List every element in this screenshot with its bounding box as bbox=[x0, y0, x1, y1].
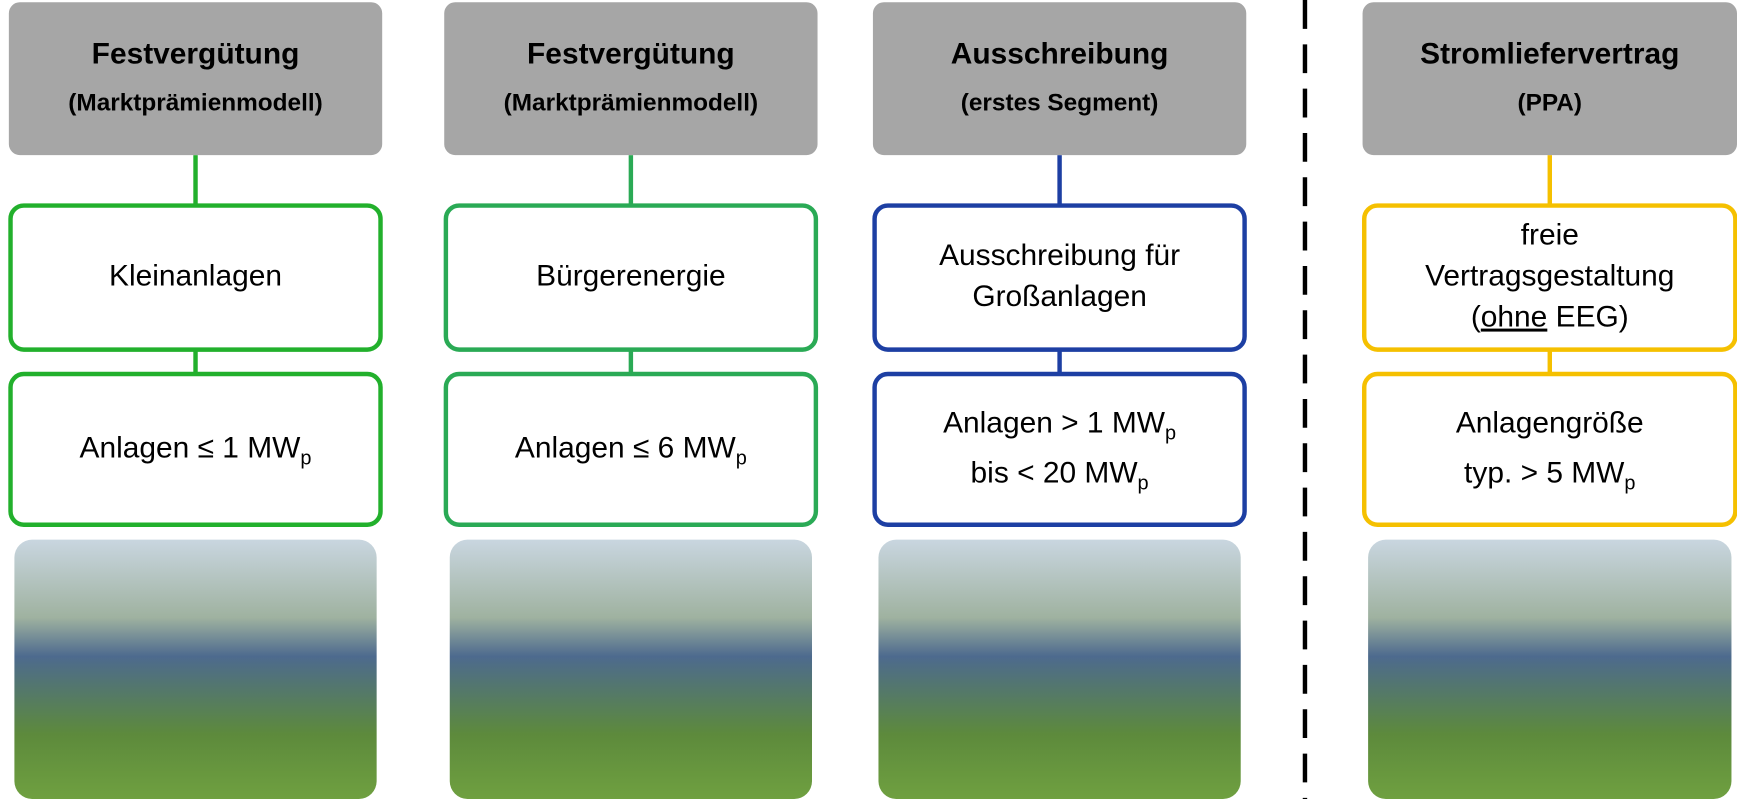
text-part: p bbox=[1138, 473, 1149, 495]
header-title: Festvergütung bbox=[92, 37, 300, 70]
box-text: Anlagen > 1 MWp bbox=[943, 406, 1176, 444]
box-text: bis < 20 MWp bbox=[971, 456, 1149, 494]
text-part: ( bbox=[1471, 301, 1481, 334]
header-subtitle: (Marktprämienmodell) bbox=[504, 90, 758, 117]
photo bbox=[14, 539, 377, 799]
text-part: p bbox=[736, 448, 747, 470]
box bbox=[8, 203, 383, 352]
box-text: Anlagen ≤ 6 MWp bbox=[515, 431, 747, 469]
text-part: Anlagen ≤ 1 MW bbox=[80, 431, 302, 464]
box-text: Anlagengröße bbox=[1456, 406, 1644, 439]
box-text: Bürgerenergie bbox=[536, 260, 725, 293]
box bbox=[8, 371, 383, 527]
photo bbox=[1368, 539, 1732, 799]
text-part: Ausschreibung für bbox=[939, 239, 1180, 272]
header bbox=[8, 2, 383, 156]
box bbox=[872, 371, 1247, 527]
text-part: typ. > 5 MW bbox=[1464, 456, 1625, 489]
text-part: p bbox=[1624, 473, 1635, 495]
box bbox=[872, 203, 1247, 352]
text-part: Bürgerenergie bbox=[536, 260, 725, 293]
text-part: freie bbox=[1521, 219, 1579, 252]
box-text: Großanlagen bbox=[972, 280, 1147, 313]
header-title: Stromliefervertrag bbox=[1420, 37, 1679, 70]
header-title: Festvergütung bbox=[527, 37, 735, 70]
box bbox=[443, 203, 819, 352]
box bbox=[1362, 371, 1737, 527]
text-part: p bbox=[1165, 423, 1176, 445]
text-part: Großanlagen bbox=[972, 280, 1147, 313]
header-subtitle: (PPA) bbox=[1518, 90, 1583, 117]
header bbox=[444, 2, 818, 156]
text-part: Anlagen ≤ 6 MW bbox=[515, 431, 737, 464]
text-part: EEG) bbox=[1547, 301, 1628, 334]
header bbox=[872, 2, 1247, 156]
text-part: p bbox=[300, 448, 311, 470]
box bbox=[1362, 203, 1737, 352]
text-part: bis < 20 MW bbox=[971, 456, 1139, 489]
text-part: Anlagen > 1 MW bbox=[943, 406, 1166, 439]
box-text: Ausschreibung für bbox=[939, 239, 1180, 272]
box-text: Vertragsgestaltung bbox=[1425, 260, 1674, 293]
header bbox=[1362, 2, 1737, 156]
text-part: ohne bbox=[1481, 301, 1548, 334]
box-text: typ. > 5 MWp bbox=[1464, 456, 1635, 494]
header-subtitle: (Marktprämienmodell) bbox=[68, 90, 322, 117]
text-part: Anlagengröße bbox=[1456, 406, 1644, 439]
box bbox=[443, 371, 819, 527]
text-part: Vertragsgestaltung bbox=[1425, 260, 1674, 293]
text-part: Kleinanlagen bbox=[109, 260, 282, 293]
box-text: Anlagen ≤ 1 MWp bbox=[80, 431, 312, 469]
header-title: Ausschreibung bbox=[951, 37, 1169, 70]
photo bbox=[449, 539, 813, 799]
box-text: freie bbox=[1521, 219, 1579, 252]
header-subtitle: (erstes Segment) bbox=[961, 90, 1159, 117]
photo bbox=[878, 539, 1241, 799]
box-text: (ohne EEG) bbox=[1471, 301, 1629, 334]
box-text: Kleinanlagen bbox=[109, 260, 282, 293]
